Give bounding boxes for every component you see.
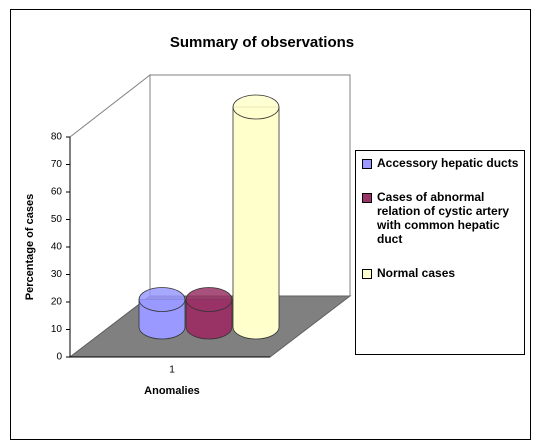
y-tick-label: 70 xyxy=(51,159,63,170)
cylinder-top xyxy=(138,287,186,312)
legend-swatch xyxy=(362,193,372,203)
y-tick-label: 60 xyxy=(51,187,63,198)
y-tick-label: 10 xyxy=(51,324,63,335)
legend-swatch xyxy=(362,159,372,169)
cylinder-top xyxy=(185,287,233,312)
cylinder xyxy=(232,106,280,340)
legend-label: Normal cases xyxy=(377,266,456,280)
x-axis-title: Anomalies xyxy=(144,385,200,397)
legend: Accessory hepatic ducts Cases of abnormal… xyxy=(355,150,525,355)
chart-title: Summary of observations xyxy=(170,34,354,51)
y-tick-label: 20 xyxy=(51,297,63,308)
y-axis-title: Percentage of cases xyxy=(24,194,36,300)
y-tick-label: 40 xyxy=(51,242,63,253)
legend-label: Accessory hepatic ducts xyxy=(377,156,519,170)
legend-entry: Cases of abnormal relation of cystic art… xyxy=(360,190,520,246)
legend-entry: Normal cases xyxy=(360,266,520,280)
y-tick-label: 0 xyxy=(56,352,62,363)
legend-swatch xyxy=(362,269,372,279)
y-tick-label: 30 xyxy=(51,269,63,280)
legend-label: Cases of abnormal relation of cystic art… xyxy=(377,190,510,246)
legend-entry: Accessory hepatic ducts xyxy=(360,156,520,170)
x-tick-label: 1 xyxy=(169,365,175,376)
y-tick-label: 80 xyxy=(51,132,63,143)
y-tick-label: 50 xyxy=(51,214,63,225)
cylinder-top xyxy=(232,94,280,120)
